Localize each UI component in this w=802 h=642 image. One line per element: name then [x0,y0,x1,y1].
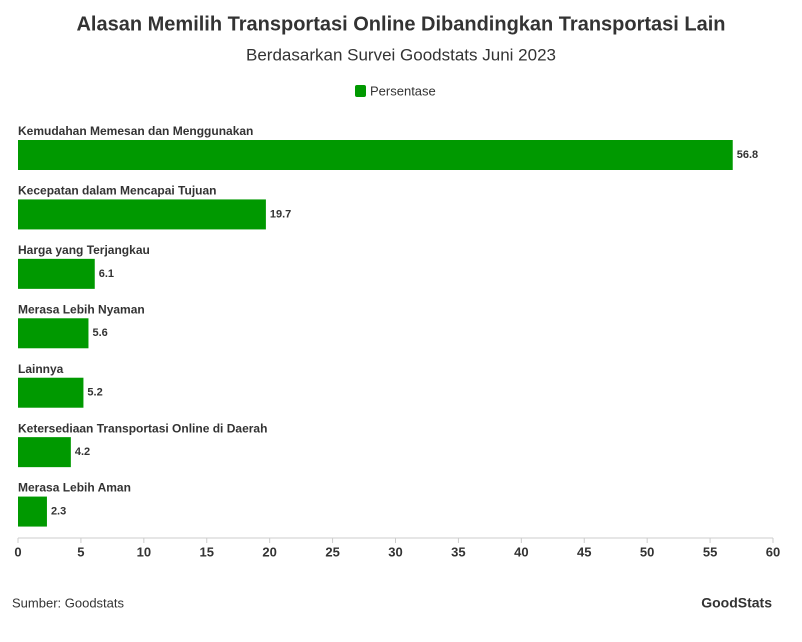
bar [18,318,89,349]
bar [18,496,47,527]
category-label: Lainnya [18,362,64,376]
chart-title: Alasan Memilih Transportasi Online Diban… [76,13,725,35]
category-label: Kecepatan dalam Mencapai Tujuan [18,184,217,198]
value-label: 2.3 [51,505,66,517]
category-label: Ketersediaan Transportasi Online di Daer… [18,421,267,435]
value-label: 19.7 [270,208,291,220]
value-label: 56.8 [737,149,758,161]
x-tick-label: 25 [325,544,339,559]
x-tick-label: 0 [14,544,21,559]
x-tick-label: 20 [262,544,276,559]
value-label: 5.2 [87,387,102,399]
bar [18,140,733,170]
category-label: Merasa Lebih Aman [18,481,131,495]
category-label: Harga yang Terjangkau [18,243,150,257]
x-tick-label: 60 [766,544,780,559]
bar [18,258,95,289]
logo: GoodStats [701,595,772,611]
bar [18,199,266,230]
x-tick-label: 55 [703,544,717,559]
x-tick-label: 50 [640,544,654,559]
category-label: Kemudahan Memesan dan Menggunakan [18,124,253,138]
category-label: Merasa Lebih Nyaman [18,302,145,316]
legend-label: Persentase [370,83,436,98]
bar [18,377,84,408]
value-label: 6.1 [99,268,114,280]
x-tick-label: 10 [137,544,151,559]
chart-subtitle: Berdasarkan Survei Goodstats Juni 2023 [246,45,556,64]
x-tick-label: 5 [77,544,84,559]
legend-swatch [355,85,366,97]
source: Sumber: Goodstats [12,595,124,610]
x-tick-label: 35 [451,544,465,559]
value-label: 4.2 [75,446,90,458]
x-tick-label: 45 [577,544,591,559]
x-tick-label: 15 [200,544,214,559]
bar [18,437,71,468]
x-tick-label: 30 [388,544,402,559]
x-tick-label: 40 [514,544,528,559]
value-label: 5.6 [92,327,107,339]
